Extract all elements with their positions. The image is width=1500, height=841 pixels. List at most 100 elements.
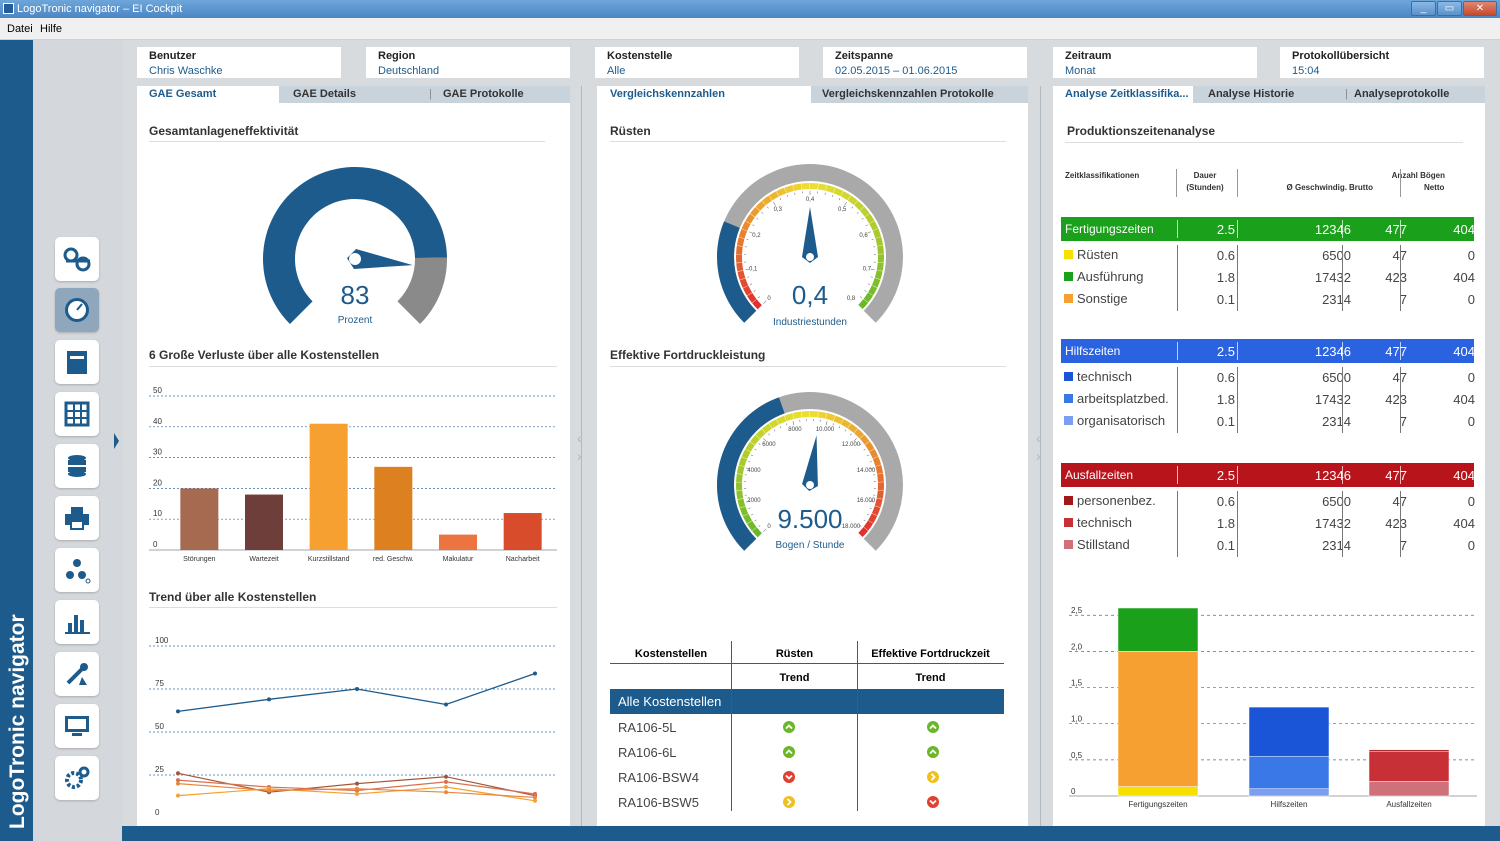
group-header-row[interactable]: Hilfszeiten 2.5 12346 477 404 [1061, 339, 1475, 363]
table-row[interactable]: Sonstige 0.1 2314 7 0 [1061, 289, 1475, 311]
table-row[interactable]: RA106-BSW5 [610, 789, 1004, 814]
header-label: Zeitraum [1065, 50, 1112, 62]
table-row[interactable]: RA106-6L [610, 739, 1004, 764]
rail-button-workflow[interactable] [55, 548, 99, 592]
chevron-right-icon[interactable]: › [1036, 448, 1041, 464]
fort-title: Effektive Fortdruckleistung [610, 348, 766, 362]
rail-button-gauge[interactable] [55, 288, 99, 332]
menu-datei[interactable]: Datei [7, 23, 33, 35]
gauge-tick-label: 0,3 [774, 207, 783, 213]
gauge-tick [863, 519, 866, 522]
rail-button-database[interactable] [55, 444, 99, 488]
menu-hilfe[interactable]: Hilfe [40, 23, 63, 35]
table-row[interactable]: RA106-5L [610, 714, 1004, 739]
maximize-button[interactable]: ▭ [1437, 1, 1462, 16]
gauge-band-segment [784, 413, 794, 422]
gauge-tick [751, 454, 754, 457]
minimize-button[interactable]: _ [1411, 1, 1436, 16]
collapse-arrow-icon[interactable] [113, 432, 120, 450]
gauge-band-segment [736, 465, 745, 475]
gauge-band-segment [874, 498, 883, 508]
table-row[interactable]: Rüsten 0.6 6500 47 0 [1061, 245, 1475, 267]
group-value: 404 [1453, 222, 1475, 237]
table-row[interactable]: organisatorisch 0.1 2314 7 0 [1061, 411, 1475, 433]
chevron-left-icon[interactable]: ‹ [577, 430, 582, 446]
gauge-band-segment [737, 498, 746, 508]
bar-segment [1248, 788, 1330, 797]
rail-button-tools[interactable] [55, 652, 99, 696]
table-row[interactable]: arbeitsplatzbed. 1.8 17432 423 404 [1061, 389, 1475, 411]
tab-gae-details[interactable]: GAE Details [293, 88, 356, 100]
row-value: 0 [1467, 292, 1475, 307]
fort-value: 9.500 [777, 504, 843, 534]
rail-button-monitor[interactable] [55, 704, 99, 748]
table-row[interactable]: RA106-BSW4 [610, 764, 1004, 789]
row-value: 7 [1399, 538, 1407, 553]
chevron-right-icon[interactable]: › [577, 448, 582, 464]
table-row[interactable]: technisch 1.8 17432 423 404 [1061, 513, 1475, 535]
gauge-tick [766, 206, 769, 209]
x-tick-label: Hilfszeiten [1271, 800, 1308, 809]
row-label: Stillstand [1077, 537, 1130, 552]
chevron-left-icon[interactable]: ‹ [1036, 430, 1041, 446]
rail-button-settings[interactable] [55, 756, 99, 800]
tab-gae-gesamt[interactable]: GAE Gesamt [137, 86, 279, 103]
rail-button-printer[interactable] [55, 496, 99, 540]
gauge-tick [869, 507, 872, 509]
gauge-tick-label: 14.000 [857, 468, 876, 474]
workflow-icon [66, 559, 91, 584]
row-value: 0 [1467, 248, 1475, 263]
table-row[interactable]: technisch 0.6 6500 47 0 [1061, 367, 1475, 389]
tab-gae-protokolle[interactable]: GAE Protokolle [443, 88, 524, 100]
gae-title: Gesamtanlageneffektivität [149, 124, 299, 138]
gauge-band-segment [768, 191, 779, 201]
rail-button-barchart[interactable] [55, 600, 99, 644]
header-benutzer[interactable]: Benutzer Chris Waschke [137, 47, 341, 78]
header-zeitraum[interactable]: Zeitraum Monat [1053, 47, 1257, 78]
gauge-band-segment [868, 513, 878, 524]
header-label: Zeitspanne [835, 50, 894, 62]
row-value: 0.1 [1216, 292, 1235, 307]
gauge-band-segment [738, 229, 748, 239]
table-row[interactable]: Stillstand 0.1 2314 7 0 [1061, 535, 1475, 557]
gauge-tick [751, 513, 754, 516]
col-rule [1237, 411, 1238, 433]
header-kostenstelle[interactable]: Kostenstelle Alle [595, 47, 799, 78]
rail-button-book[interactable] [55, 340, 99, 384]
gauge-tick [851, 206, 854, 209]
tab-vergleichskennzahlen-protokolle[interactable]: Vergleichskennzahlen Protokolle [822, 88, 994, 100]
header-region[interactable]: Region Deutschland [366, 47, 570, 78]
row-value: 423 [1385, 270, 1407, 285]
all-kostenstellen-row[interactable]: Alle Kostenstellen [610, 689, 1004, 714]
gauge-tick [747, 276, 750, 278]
kostenstelle-name: RA106-6L [618, 745, 677, 760]
tab-analyse-historie[interactable]: Analyse Historie [1208, 88, 1295, 100]
table-row[interactable]: personenbez. 0.6 6500 47 0 [1061, 491, 1475, 513]
brand-bar [0, 40, 33, 841]
gauge-tick [850, 433, 852, 436]
bar-segment [1368, 749, 1450, 752]
row-value: 404 [1453, 516, 1475, 531]
close-button[interactable]: ✕ [1463, 1, 1497, 16]
tab-analyseprotokolle[interactable]: Analyseprotokolle [1354, 88, 1450, 100]
group-value: 477 [1385, 468, 1407, 483]
rail-button-grid[interactable] [55, 392, 99, 436]
col-rule [731, 641, 732, 811]
row-label: personenbez. [1077, 493, 1156, 508]
rail-button-connect[interactable] [55, 237, 99, 281]
group-header-row[interactable]: Fertigungszeiten 2.5 12346 477 404 [1061, 217, 1475, 241]
col-rule [1237, 342, 1238, 360]
group-header-row[interactable]: Ausfallzeiten 2.5 12346 477 404 [1061, 463, 1475, 487]
gauge-tick-label: 10.000 [816, 427, 835, 433]
table-row[interactable]: Ausführung 1.8 17432 423 404 [1061, 267, 1475, 289]
trend-right-icon [927, 770, 939, 788]
tab-vergleichskennzahlen[interactable]: Vergleichskennzahlen [597, 86, 811, 103]
gauge-band-segment [868, 285, 878, 296]
gauge-tick [761, 211, 764, 214]
tab-analyse-zeitklassifikation[interactable]: Analyse Zeitklassifika... [1053, 86, 1193, 103]
header-zeitspanne[interactable]: Zeitspanne 02.05.2015 – 01.06.2015 [823, 47, 1027, 78]
gauge-tick [768, 433, 770, 436]
group-value: 2.5 [1216, 222, 1235, 237]
header-protokolluebersicht[interactable]: Protokollübersicht 15:04 [1280, 47, 1484, 78]
ruesten-unit: Industriestunden [773, 317, 847, 328]
